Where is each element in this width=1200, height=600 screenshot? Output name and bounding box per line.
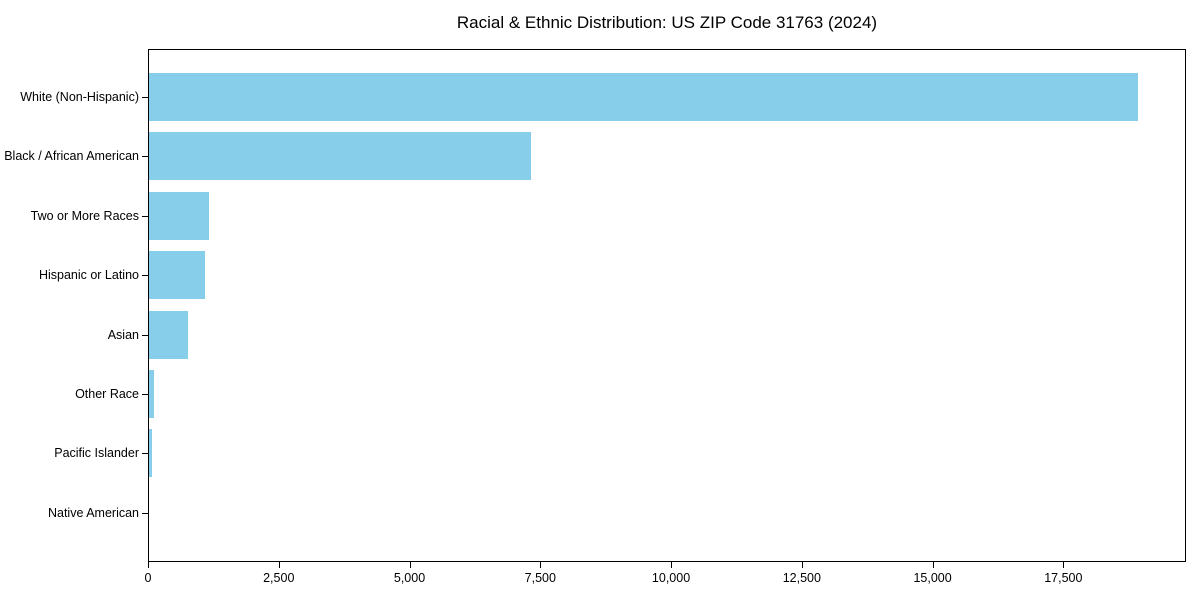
- x-tick-label: 7,500: [524, 571, 556, 585]
- x-tick-label: 0: [144, 571, 152, 585]
- y-tick-mark: [142, 394, 148, 395]
- x-tick-mark: [1063, 562, 1065, 568]
- x-tick-mark: [671, 562, 673, 568]
- bar-two-or-more-races: [149, 191, 210, 240]
- y-axis-label: Native American: [47, 505, 139, 520]
- x-tick-label: 2,500: [263, 571, 295, 585]
- y-tick-mark: [142, 97, 148, 98]
- x-tick-label: 17,500: [1044, 571, 1083, 585]
- y-tick-mark: [142, 335, 148, 336]
- chart-title: Racial & Ethnic Distribution: US ZIP Cod…: [456, 13, 878, 32]
- x-tick-label: 5,000: [393, 571, 426, 585]
- x-tick-mark: [801, 562, 803, 568]
- x-tick-label: 12,500: [782, 571, 821, 585]
- x-tick-mark: [148, 562, 149, 568]
- y-tick-mark: [142, 216, 148, 217]
- y-tick-mark: [142, 453, 148, 454]
- bar-other-race: [149, 370, 155, 418]
- bar-white-non-hispanic: [149, 73, 1138, 121]
- y-tick-mark: [142, 156, 148, 157]
- bar-black-african-american: [149, 132, 532, 181]
- bar-asian: [149, 310, 189, 359]
- y-axis-label: Black / African American: [4, 149, 139, 164]
- x-tick-mark: [540, 562, 542, 568]
- y-tick-mark: [142, 275, 148, 276]
- x-tick-mark: [409, 562, 411, 568]
- x-tick-label: 15,000: [913, 571, 952, 585]
- bar-pacific-islander: [149, 429, 153, 478]
- y-tick-mark: [142, 513, 148, 514]
- y-axis-label: Two or More Races: [30, 208, 139, 223]
- x-tick-mark: [278, 562, 280, 568]
- bar-hispanic-or-latino: [149, 251, 206, 300]
- y-axis-label: White (Non-Hispanic): [20, 90, 139, 104]
- plot-area: [148, 49, 1186, 562]
- y-axis-label: Pacific Islander: [54, 446, 139, 461]
- x-tick-label: 10,000: [651, 571, 691, 585]
- x-tick-mark: [932, 562, 934, 568]
- y-axis-label: Other Race: [75, 387, 139, 401]
- y-axis-label: Asian: [107, 327, 139, 342]
- y-axis-label: Hispanic or Latino: [38, 268, 139, 283]
